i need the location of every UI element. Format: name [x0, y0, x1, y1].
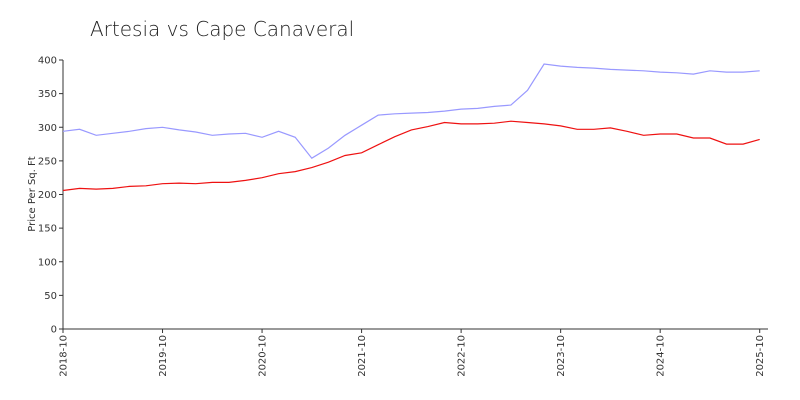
x-tick-label: 2018-10 [59, 335, 70, 377]
y-axis-label: Price Per Sq. Ft [27, 156, 38, 231]
y-tick-label: 250 [38, 156, 57, 167]
series-line [62, 120, 760, 192]
series-line [62, 63, 760, 159]
x-tick-label: 2024-10 [656, 335, 667, 377]
x-tick-label: 2020-10 [258, 335, 269, 377]
y-tick-label: 100 [38, 257, 57, 268]
y-tick-label: 150 [38, 224, 57, 235]
chart-title: Artesia vs Cape Canaveral [90, 17, 354, 41]
y-tick-label: 50 [44, 291, 57, 302]
x-tick-label: 2023-10 [556, 335, 567, 377]
x-tick-label: 2019-10 [158, 335, 169, 377]
y-tick-label: 300 [38, 123, 57, 134]
y-tick-label: 0 [51, 325, 57, 336]
y-tick-label: 350 [38, 89, 57, 100]
y-tick-label: 400 [38, 56, 57, 67]
y-tick-label: 200 [38, 190, 57, 201]
x-tick-label: 2021-10 [357, 335, 368, 377]
x-tick-label: 2025-10 [755, 335, 766, 377]
x-tick-label: 2022-10 [457, 335, 468, 377]
